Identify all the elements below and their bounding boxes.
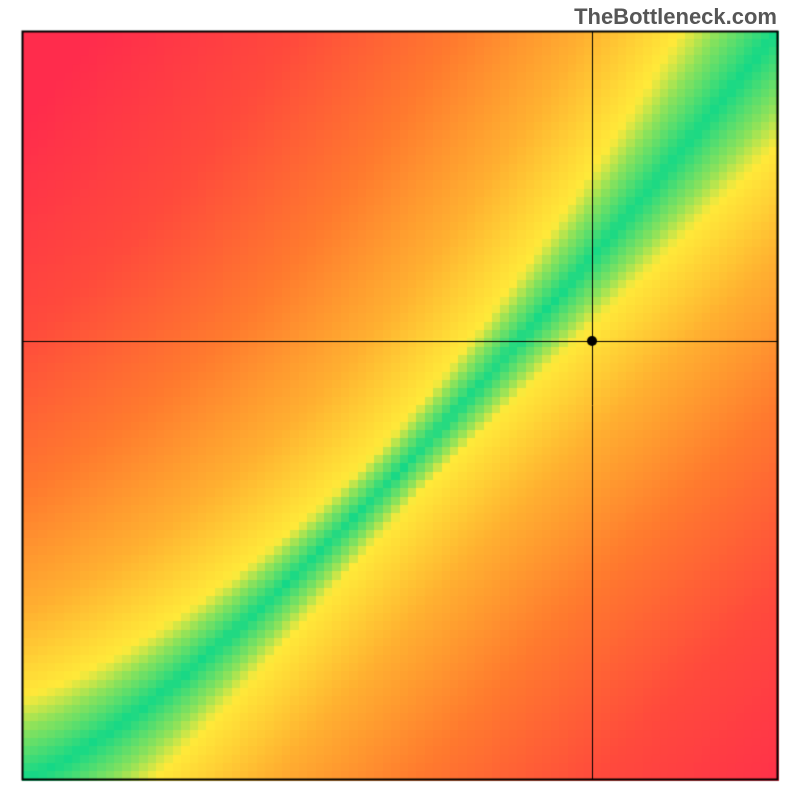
watermark-text: TheBottleneck.com xyxy=(574,4,777,30)
bottleneck-heatmap xyxy=(0,0,800,800)
chart-container: TheBottleneck.com xyxy=(0,0,800,800)
